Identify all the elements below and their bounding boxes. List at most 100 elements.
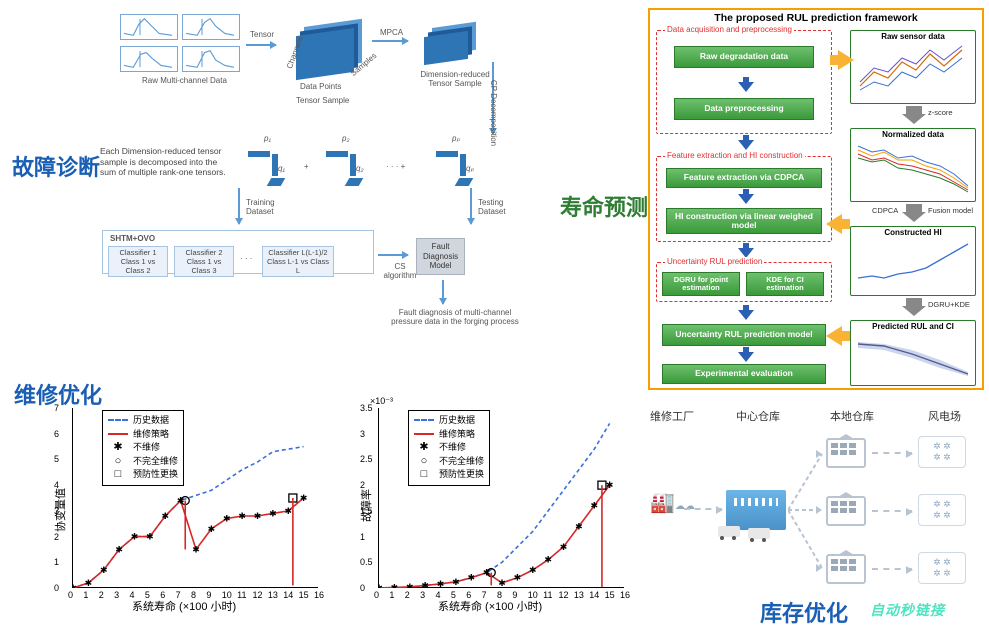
svg-text:✱: ✱ bbox=[514, 573, 522, 583]
svg-text:✱: ✱ bbox=[208, 524, 216, 534]
svg-text:✱: ✱ bbox=[606, 480, 614, 490]
arrow-wh-wf-3 bbox=[872, 568, 912, 570]
plus1: + bbox=[304, 162, 309, 171]
xtick: 15 bbox=[299, 590, 309, 600]
block-kde: KDE for CI estimation bbox=[746, 272, 824, 296]
ytick: 7 bbox=[54, 403, 59, 413]
legend-left: 历史数据 维修策略 ✱不维修 ○不完全维修 □预防性更换 bbox=[102, 410, 184, 486]
svg-text:✱: ✱ bbox=[100, 565, 108, 575]
leg-hist: 历史数据 bbox=[133, 414, 169, 427]
panel-norm: Normalized data bbox=[850, 128, 976, 202]
training-lbl: TrainingDataset bbox=[246, 198, 286, 216]
xtick: 11 bbox=[543, 590, 552, 600]
windfarm-2: ✲ ✲✲ ✲ bbox=[918, 494, 966, 526]
ytick: 2.5 bbox=[360, 454, 373, 464]
leg-imp: 不完全维修 bbox=[133, 455, 178, 468]
mpca-lbl: MPCA bbox=[380, 28, 403, 37]
svg-text:✱: ✱ bbox=[254, 511, 262, 521]
xtick: 12 bbox=[253, 590, 263, 600]
maintenance-charts: ✱✱✱✱✱✱✱✱✱✱✱✱✱✱✱✱ 协变量值 系统寿命 (×100 小时) 历史数… bbox=[40, 402, 640, 630]
svg-text:✱: ✱ bbox=[437, 579, 445, 588]
xtick: 3 bbox=[420, 590, 425, 600]
svg-text:✱: ✱ bbox=[575, 521, 583, 531]
xtick: 14 bbox=[589, 590, 599, 600]
ytick: 4 bbox=[54, 480, 59, 490]
xtick: 8 bbox=[497, 590, 502, 600]
orange-arrow-pred bbox=[826, 326, 842, 346]
decomp-text: Each Dimension-reduced tensor sample is … bbox=[100, 146, 230, 178]
xtick: 11 bbox=[237, 590, 246, 600]
final-text: Fault diagnosis of multi-channelpressure… bbox=[370, 308, 540, 326]
svg-text:✱: ✱ bbox=[467, 573, 475, 583]
windfarm-3: ✲ ✲✲ ✲ bbox=[918, 552, 966, 584]
xtick: 16 bbox=[620, 590, 630, 600]
ytick: 6 bbox=[54, 429, 59, 439]
training-arrow bbox=[238, 188, 240, 224]
xtick: 2 bbox=[405, 590, 410, 600]
lbl-central: 中心仓库 bbox=[736, 408, 780, 424]
truck-1 bbox=[718, 526, 740, 537]
svg-text:✱: ✱ bbox=[421, 580, 429, 588]
xtick: 5 bbox=[451, 590, 456, 600]
xtick: 4 bbox=[130, 590, 135, 600]
rul-group-unc-label: Uncertainty RUL prediction bbox=[665, 257, 764, 266]
orange-arrow-raw bbox=[838, 50, 854, 70]
svg-text:✱: ✱ bbox=[529, 565, 537, 575]
panel-hi: Constructed HI bbox=[850, 226, 976, 296]
arrow-raw-to-tensor bbox=[246, 44, 276, 46]
title-inventory-opt: 库存优化 bbox=[760, 596, 848, 628]
block-feat: Feature extraction via CDPCA bbox=[666, 168, 822, 188]
svg-text:✱: ✱ bbox=[590, 501, 598, 511]
fault-model: FaultDiagnosisModel bbox=[416, 238, 465, 275]
raw-label: Raw Multi-channel Data bbox=[142, 76, 227, 85]
leg-rep: 预防性更换 bbox=[133, 468, 178, 481]
xtick: 10 bbox=[528, 590, 538, 600]
datapoints-lbl: Data Points bbox=[300, 82, 341, 91]
arrow-raw-prep bbox=[738, 82, 754, 92]
arrow-fac-cent bbox=[684, 508, 722, 510]
block-dgru: DGRU for point estimation bbox=[662, 272, 740, 296]
panel-raw: Raw sensor data bbox=[850, 30, 976, 104]
svg-text:✱: ✱ bbox=[379, 583, 383, 588]
tensor-block bbox=[296, 28, 354, 80]
raw-chart-4 bbox=[182, 46, 240, 72]
svg-text:✱: ✱ bbox=[131, 532, 139, 542]
xtick: 5 bbox=[145, 590, 150, 600]
qp: qₚ bbox=[466, 164, 474, 173]
panel-raw-cap: Raw sensor data bbox=[851, 31, 975, 42]
xtick: 12 bbox=[559, 590, 569, 600]
reduced-block bbox=[424, 31, 468, 65]
xtick: 0 bbox=[374, 590, 379, 600]
svg-text:✱: ✱ bbox=[161, 511, 169, 521]
panel-pred: Predicted RUL and CI bbox=[850, 320, 976, 386]
fault-diagnosis-diagram: Raw Multi-channel Data Tensor Channels D… bbox=[100, 6, 600, 356]
svg-text:✱: ✱ bbox=[560, 542, 568, 552]
classifier-L: Classifier L(L-1)/2Class L-1 vs Class L bbox=[262, 246, 334, 277]
svg-text:✱: ✱ bbox=[300, 493, 308, 503]
xtick: 4 bbox=[436, 590, 441, 600]
xtick: 16 bbox=[314, 590, 324, 600]
xtick: 3 bbox=[114, 590, 119, 600]
xtick: 6 bbox=[466, 590, 471, 600]
class-dots: · · · bbox=[240, 254, 252, 263]
xtick: 8 bbox=[191, 590, 196, 600]
factory-icon: 🏭☁☁ bbox=[650, 490, 695, 515]
fanout-arrows bbox=[788, 438, 828, 588]
orange-arrow-hi bbox=[826, 214, 842, 234]
xtick: 6 bbox=[160, 590, 165, 600]
raw-chart-3 bbox=[120, 46, 178, 72]
cs-lbl: CSalgorithm bbox=[380, 262, 420, 280]
leg-none: 不维修 bbox=[133, 441, 160, 454]
ytick: 1.5 bbox=[360, 506, 373, 516]
q1: q₁ bbox=[278, 164, 285, 173]
p1: p₁ bbox=[264, 134, 271, 143]
arrow-model-expt bbox=[738, 352, 754, 362]
exp-label: ×10⁻³ bbox=[370, 396, 393, 407]
xlabel-left: 系统寿命 (×100 小时) bbox=[132, 598, 236, 614]
ytick: 2 bbox=[54, 532, 59, 542]
rul-group-feat-label: Feature extraction and HI construction bbox=[665, 151, 805, 160]
xtick: 13 bbox=[268, 590, 278, 600]
xtick: 15 bbox=[605, 590, 615, 600]
ytick: 1 bbox=[54, 557, 59, 567]
q2: q₂ bbox=[356, 164, 364, 173]
